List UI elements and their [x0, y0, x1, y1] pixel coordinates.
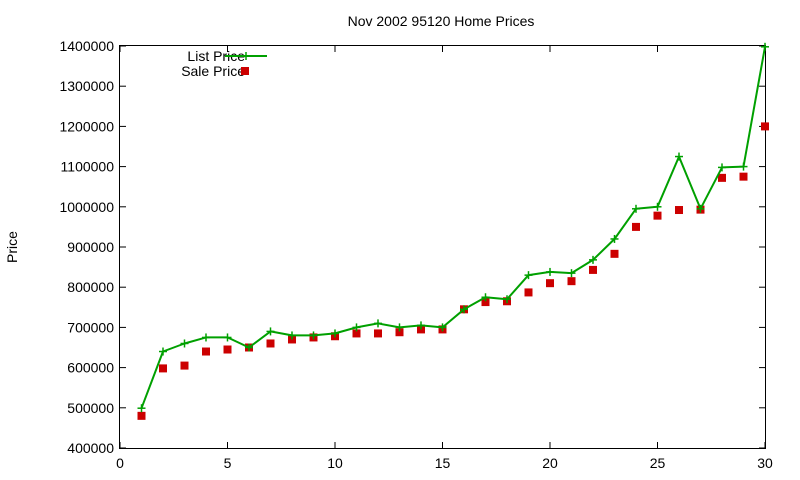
sale-price-point: [632, 222, 640, 231]
sale-price-point: [546, 279, 554, 288]
x-tick-label: 10: [327, 455, 343, 471]
legend-marker-list-price: [242, 52, 250, 60]
list-price-point: [761, 42, 769, 51]
sale-price-point: [589, 265, 597, 274]
list-price-point: [331, 329, 339, 338]
sale-price-point: [610, 249, 619, 258]
x-axis: 0 5 10 15 20 25 30: [116, 46, 773, 471]
list-price-point: [288, 331, 296, 340]
sale-price-point: [202, 347, 210, 356]
x-tick-label: 20: [542, 455, 558, 471]
list-price-point: [675, 152, 683, 161]
legend-item-list-price: List Price: [187, 48, 267, 64]
list-price-point: [374, 319, 382, 328]
list-price-point: [546, 267, 554, 276]
legend-item-sale-price: Sale Price: [181, 63, 249, 79]
sale-price-point: [417, 325, 425, 334]
sale-price-point: [481, 298, 490, 307]
sale-price-point: [567, 277, 576, 286]
y-tick-label: 1400000: [59, 38, 114, 54]
sale-price-point: [374, 329, 382, 338]
y-tick-label: 1000000: [59, 199, 114, 215]
list-price-line: [140, 46, 766, 409]
list-price-point: [352, 323, 361, 332]
list-price-point: [524, 271, 533, 280]
x-tick-label: 25: [650, 455, 666, 471]
y-tick-label: 1100000: [61, 159, 115, 175]
list-price-point: [460, 305, 468, 314]
list-price-point: [481, 293, 490, 302]
list-price-point: [417, 321, 425, 330]
list-price-point: [180, 339, 189, 348]
sale-price-point: [395, 328, 404, 337]
sale-price-point: [675, 206, 683, 215]
y-tick-label: 800000: [67, 279, 114, 295]
x-tick-label: 30: [757, 455, 773, 471]
list-price-point: [589, 255, 597, 264]
list-price-point: [718, 163, 726, 172]
legend-label-list-price: List Price: [187, 48, 245, 64]
list-price-point: [223, 333, 232, 342]
plot-series: [137, 42, 769, 420]
list-price-point: [610, 234, 619, 243]
legend-label-sale-price: Sale Price: [181, 63, 245, 79]
sale-price-point: [223, 345, 232, 354]
list-price-point: [503, 295, 511, 304]
list-price-point: [739, 162, 748, 171]
legend-plus-list-price: [242, 52, 250, 60]
y-axis: 400000 500000 600000 700000 800000 900000 1000…: [59, 38, 765, 456]
list-price-point: [309, 331, 318, 340]
y-tick-label: 1300000: [59, 78, 114, 94]
sale-price-point: [761, 122, 769, 131]
sale-price-point: [159, 364, 167, 373]
list-price-point: [438, 323, 447, 332]
chart-title: Nov 2002 95120 Home Prices: [348, 13, 535, 29]
sale-price-point: [653, 211, 662, 220]
y-tick-label: 900000: [67, 239, 114, 255]
sale-price-point: [266, 339, 275, 348]
y-axis-label: Price: [4, 231, 20, 263]
y-tick-label: 500000: [67, 400, 114, 416]
y-tick-label: 1200000: [59, 118, 114, 134]
x-tick-label: 15: [435, 455, 451, 471]
list-price-point: [202, 333, 210, 342]
list-price-point: [137, 404, 146, 413]
list-price-point: [632, 204, 640, 213]
list-price-point: [266, 327, 275, 336]
sale-price-point: [288, 335, 296, 344]
plot-area-frame: [119, 45, 766, 449]
legend: List Price Sale Price: [181, 48, 267, 79]
sale-price-point: [352, 329, 361, 338]
sale-price-point: [524, 288, 533, 297]
list-price-point: [395, 323, 404, 332]
legend-marker-sale-price: [241, 67, 249, 75]
sale-price-point: [718, 173, 726, 182]
list-price-point: [653, 202, 662, 211]
sale-price-point: [739, 172, 748, 181]
list-price-point: [159, 347, 167, 356]
x-tick-label: 5: [224, 455, 232, 471]
sale-price-point: [180, 361, 189, 370]
sale-price-point: [137, 411, 146, 420]
list-price-point: [696, 204, 705, 213]
y-tick-label: 400000: [67, 440, 114, 456]
list-price-point: [245, 343, 253, 352]
y-tick-label: 700000: [67, 319, 114, 335]
x-tick-label: 0: [116, 455, 124, 471]
list-price-point: [567, 269, 576, 278]
y-tick-label: 600000: [67, 360, 114, 376]
